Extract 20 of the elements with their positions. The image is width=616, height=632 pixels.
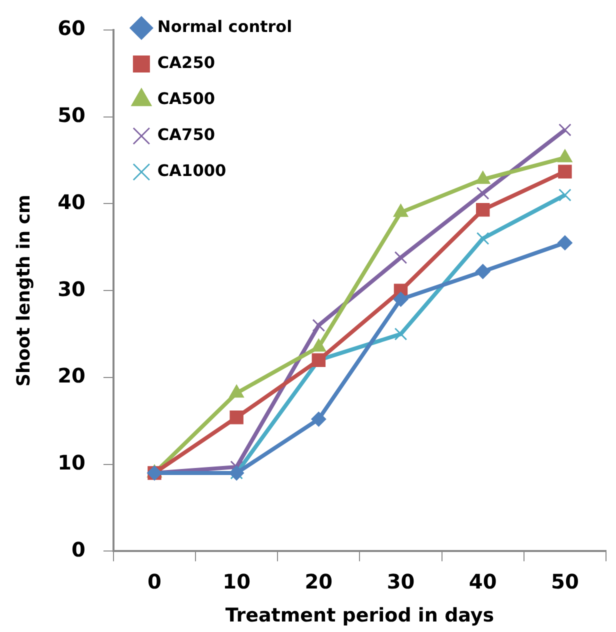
x-tick-label: 20	[304, 569, 333, 594]
y-tick-label: 20	[58, 364, 86, 388]
x-tick-label: 50	[551, 569, 579, 594]
x-tick-label: 40	[468, 569, 497, 594]
x-axis-title: Treatment period in days	[225, 604, 494, 627]
y-tick-label: 40	[58, 190, 86, 214]
x-tick-label: 10	[222, 569, 250, 594]
y-axis-title: Shoot length in cm	[13, 194, 34, 387]
x-tick-label: 0	[148, 569, 162, 594]
legend-label: CA750	[157, 125, 215, 144]
legend-label: Normal control	[157, 17, 292, 36]
y-tick-label: 10	[58, 450, 86, 475]
y-tick-label: 60	[58, 16, 86, 40]
y-tick-label: 0	[72, 537, 86, 562]
legend-label: CA500	[157, 89, 215, 108]
y-tick-label: 30	[58, 276, 86, 301]
x-tick-label: 30	[386, 569, 415, 594]
legend-label: CA250	[157, 53, 215, 72]
legend-label: CA1000	[157, 161, 226, 180]
y-tick-label: 50	[58, 103, 86, 128]
